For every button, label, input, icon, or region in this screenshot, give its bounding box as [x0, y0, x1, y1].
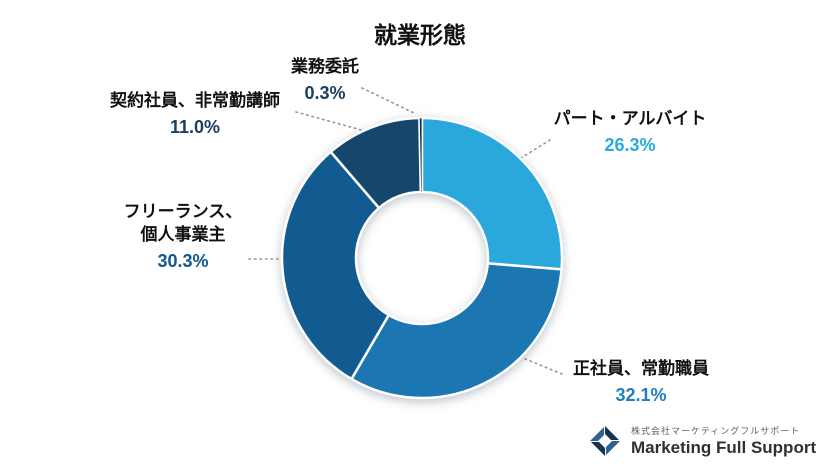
- page-title: 就業形態: [374, 22, 466, 48]
- leader-line-0: [520, 139, 551, 159]
- label-part-time: パート・アルバイト 26.3%: [554, 107, 707, 157]
- leader-line-1: [522, 357, 563, 375]
- label-full-time-pct: 32.1%: [615, 385, 667, 405]
- leader-lines: [248, 87, 563, 375]
- label-part-time-pct: 26.3%: [604, 135, 656, 155]
- donut-segment-0: [420, 116, 564, 271]
- label-outsourcing: 業務委託 0.3%: [291, 55, 359, 105]
- label-freelance-name-line1: フリーランス、: [123, 202, 243, 221]
- company-name-en: Marketing Full Support: [631, 437, 817, 457]
- label-full-time: 正社員、常勤職員 32.1%: [573, 357, 709, 407]
- leader-line-3: [295, 111, 366, 132]
- company-logo: 株式会社マーケティングフルサポート Marketing Full Support: [588, 424, 816, 458]
- label-outsourcing-name: 業務委託: [291, 57, 359, 76]
- label-freelance: フリーランス、 個人事業主 30.3%: [124, 200, 243, 273]
- label-freelance-name-line2: 個人事業主: [140, 225, 226, 244]
- donut-segment-2: [280, 150, 391, 381]
- logo-mark-icon: [590, 426, 620, 456]
- label-part-time-name: パート・アルバイト: [553, 109, 707, 128]
- company-name-jp: 株式会社マーケティングフルサポート: [631, 425, 801, 436]
- donut-chart: [280, 116, 564, 400]
- label-freelance-pct: 30.3%: [157, 251, 209, 271]
- logo-text: 株式会社マーケティングフルサポート Marketing Full Support: [631, 425, 816, 458]
- label-contract: 契約社員、非常勤講師 11.0%: [110, 89, 280, 139]
- label-contract-name: 契約社員、非常勤講師: [110, 91, 280, 110]
- leader-line-4: [361, 87, 417, 115]
- donut-segment-1: [350, 262, 563, 400]
- label-contract-pct: 11.0%: [169, 117, 221, 137]
- label-outsourcing-pct: 0.3%: [304, 83, 346, 103]
- label-full-time-name: 正社員、常勤職員: [573, 359, 709, 378]
- donut-segment-4: [418, 117, 423, 193]
